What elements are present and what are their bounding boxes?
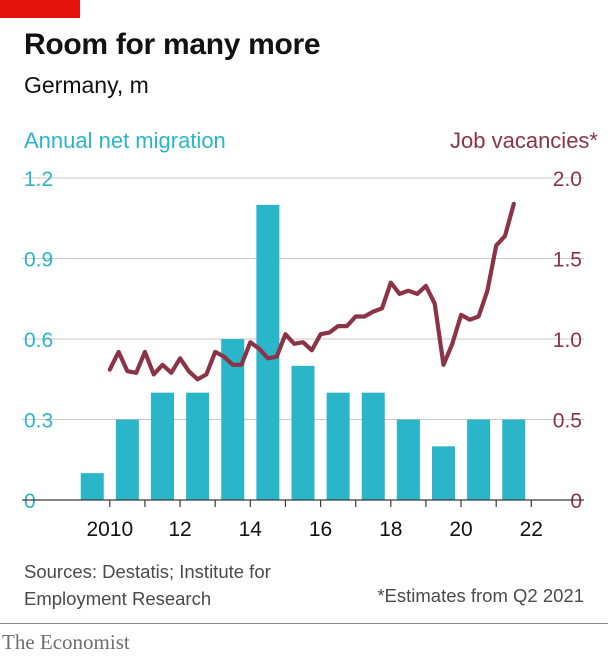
left-y-tick-label: 0.6: [24, 329, 53, 352]
job-vacancies-line: [107, 201, 516, 382]
x-tick-label: 22: [520, 518, 543, 541]
migration-bar: [361, 392, 385, 500]
x-tick-label: 12: [168, 518, 191, 541]
right-y-tick-label: 1.5: [553, 249, 582, 272]
migration-bar: [396, 419, 420, 500]
sources-note: Sources: Destatis; Institute for Employm…: [24, 561, 271, 609]
migration-bar: [256, 204, 280, 501]
left-y-tick-label: 1.2: [24, 168, 53, 191]
brand-red-tab: [0, 0, 80, 18]
x-tick-label: 20: [449, 518, 472, 541]
right-y-tick-label: 2.0: [553, 168, 582, 191]
publisher-logo: The Economist: [2, 630, 130, 654]
migration-bar: [467, 419, 491, 500]
migration-bar: [326, 392, 350, 500]
x-tick-label: 18: [379, 518, 402, 541]
right-y-tick-label: 1.0: [553, 329, 582, 352]
migration-bar: [115, 419, 139, 500]
right-axis-series-label: Job vacancies*: [450, 128, 598, 153]
chart-plot: 0 0 0.3 0.5 0.6 1.0 0.9 1.5 1.2 2.0 2010 12 14 16 18 20…: [22, 168, 584, 541]
footer-divider: [0, 623, 608, 624]
left-y-tick-label: 0: [24, 490, 36, 513]
left-y-tick-label: 0.9: [24, 249, 53, 272]
migration-bar: [502, 419, 526, 500]
x-tick-label: 2010: [86, 518, 133, 541]
chart-subtitle: Germany, m: [24, 72, 149, 98]
footnote: *Estimates from Q2 2021: [377, 585, 584, 606]
right-y-tick-label: 0.5: [553, 410, 582, 433]
right-y-tick-label: 0: [570, 490, 582, 513]
left-axis-series-label: Annual net migration: [24, 128, 226, 153]
migration-bar: [80, 473, 104, 500]
migration-bar: [221, 339, 245, 500]
left-y-tick-label: 0.3: [24, 410, 53, 433]
chart-title: Room for many more: [24, 28, 321, 61]
migration-bar: [291, 365, 315, 500]
migration-bar: [151, 392, 174, 500]
x-tick-label: 16: [309, 518, 332, 541]
x-tick-label: 14: [239, 518, 263, 541]
migration-bar: [186, 392, 210, 500]
migration-bar: [432, 446, 455, 500]
